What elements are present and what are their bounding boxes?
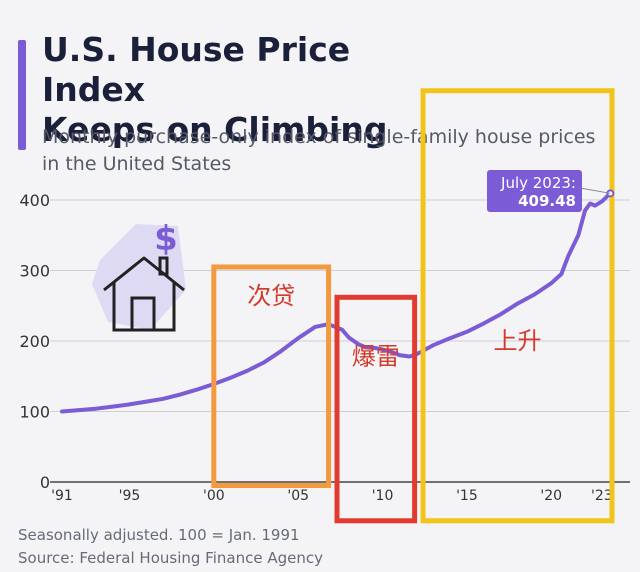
y-tick-label: 200 <box>19 332 50 351</box>
chart-subtitle-line-2: in the United States <box>42 153 232 175</box>
annotation-box-yellow <box>420 88 615 524</box>
house-dollar-icon: $ <box>92 219 186 332</box>
y-tick-label: 400 <box>19 191 50 210</box>
callout-leader <box>579 187 611 194</box>
y-tick-label: 300 <box>19 262 50 281</box>
chart-title: U.S. House Price Index Keeps on Climbing <box>42 30 422 150</box>
chart-title-line-2: Keeps on Climbing <box>42 110 388 149</box>
icon-roof <box>103 256 185 292</box>
annotation-label-yellow: 上升 <box>494 327 542 355</box>
annotation-label-orange: 次贷 <box>247 282 295 310</box>
annotation-box-red <box>334 294 418 524</box>
callout-box <box>487 170 582 212</box>
y-tick-label: 0 <box>40 473 50 492</box>
y-tick-label: 100 <box>19 403 50 422</box>
footnote: Seasonally adjusted. 100 = Jan. 1991 <box>18 526 300 544</box>
dollar-sign-icon: $ <box>154 219 178 259</box>
x-tick-label: '91 <box>51 488 73 504</box>
price-index-line <box>60 191 613 414</box>
chart-title-line-1: U.S. House Price Index <box>42 30 351 109</box>
annotation-box-orange <box>211 264 332 489</box>
title-accent-bar <box>18 40 26 150</box>
x-tick-label: '20 <box>540 488 562 504</box>
chart-subtitle: Monthly purchase-only index of single-fa… <box>42 124 612 178</box>
chart-subtitle-line-1: Monthly purchase-only index of single-fa… <box>42 126 596 148</box>
callout-value: 409.48 <box>518 192 576 210</box>
x-tick-label: '15 <box>456 488 478 504</box>
icon-door <box>130 296 156 332</box>
x-tick-label: '10 <box>372 488 394 504</box>
x-tick-label: '05 <box>287 488 309 504</box>
annotation-label-red: 爆雷 <box>352 342 400 370</box>
source-note: Source: Federal Housing Finance Agency <box>18 549 323 567</box>
x-tick-label: '95 <box>119 488 141 504</box>
callout-label: July 2023: <box>500 174 576 192</box>
x-tick-label: '00 <box>203 488 225 504</box>
icon-chimney <box>158 256 169 276</box>
x-tick-label: '23 <box>591 488 613 504</box>
